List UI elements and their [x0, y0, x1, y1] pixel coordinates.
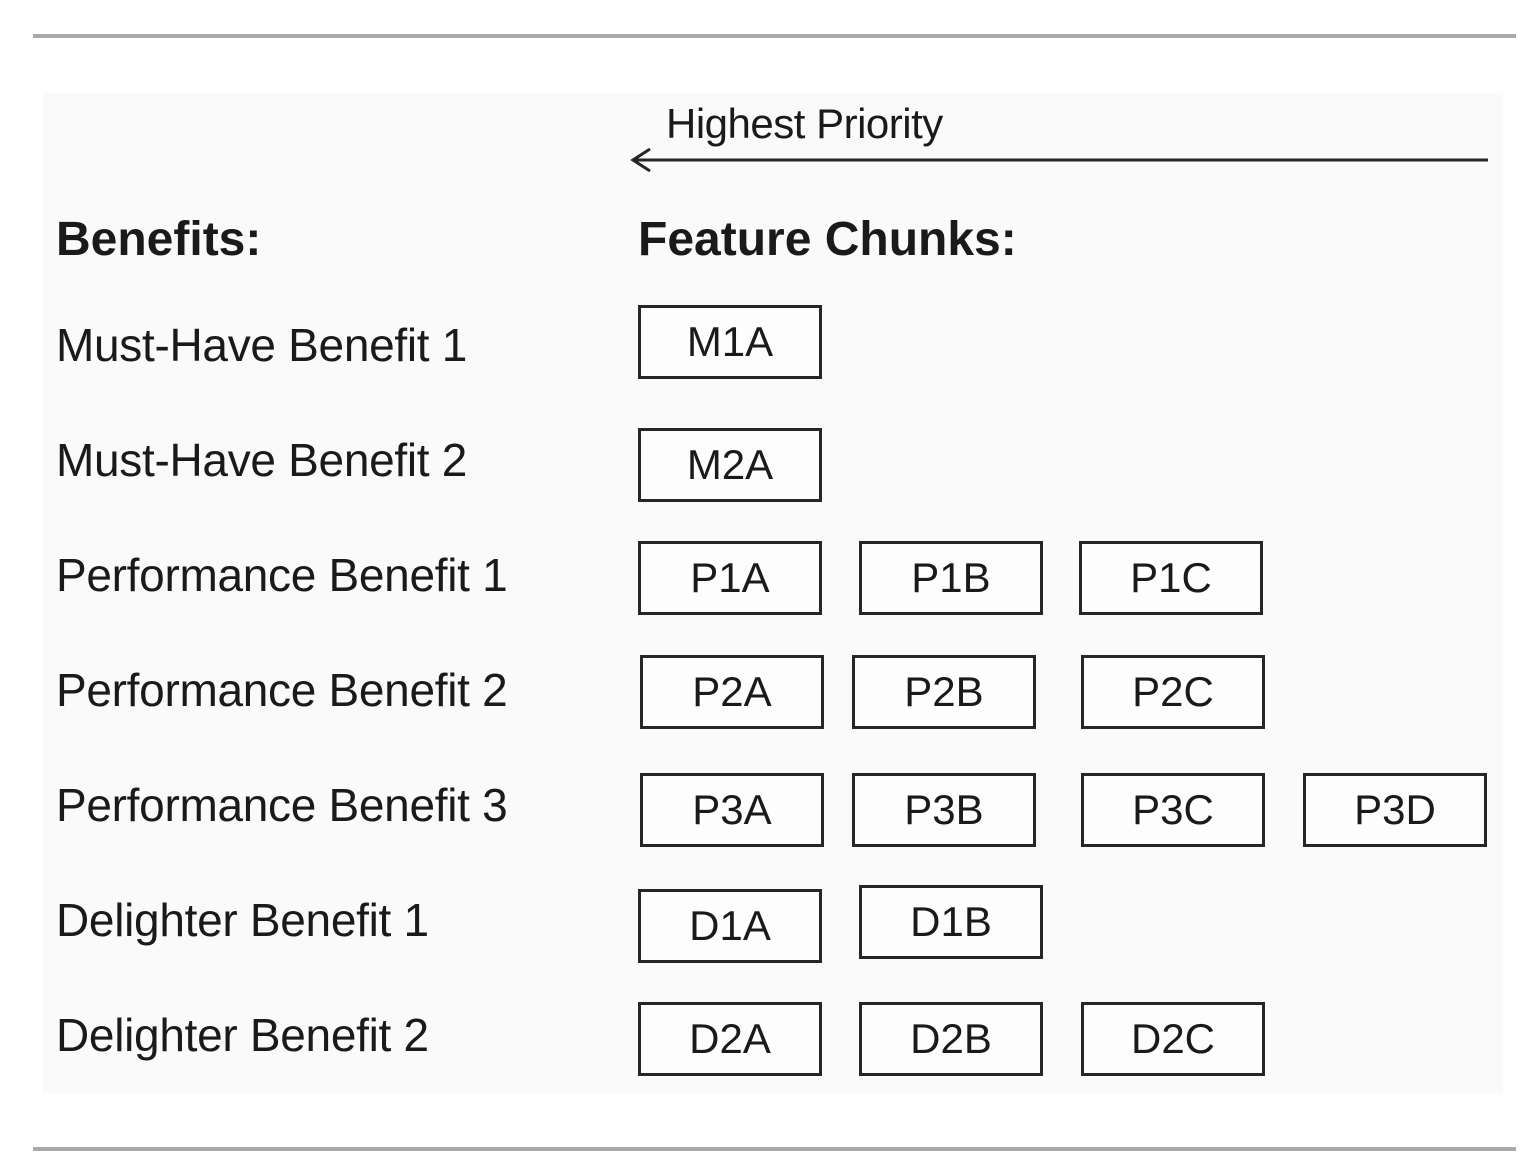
feature-chunk-box: D2C	[1081, 1002, 1265, 1076]
benefit-label-performance-2: Performance Benefit 2	[56, 664, 508, 716]
feature-chunks-heading: Feature Chunks:	[638, 213, 1017, 266]
feature-chunk-box: P2B	[852, 655, 1036, 729]
benefit-label-performance-3: Performance Benefit 3	[56, 779, 508, 831]
benefit-label-delighter-2: Delighter Benefit 2	[56, 1009, 429, 1061]
feature-chunk-box: P3C	[1081, 773, 1265, 847]
priority-label: Highest Priority	[666, 100, 943, 147]
feature-chunk-box: P1A	[638, 541, 822, 615]
benefits-heading: Benefits:	[56, 213, 262, 266]
feature-chunk-box: P1B	[859, 541, 1043, 615]
feature-chunk-box: M1A	[638, 305, 822, 379]
bottom-divider	[33, 1147, 1516, 1151]
feature-chunk-box: P2C	[1081, 655, 1265, 729]
benefit-label-must-have-2: Must-Have Benefit 2	[56, 434, 468, 486]
priority-arrow-icon	[630, 147, 1488, 173]
feature-chunk-box: D2B	[859, 1002, 1043, 1076]
feature-chunk-box: D1B	[859, 885, 1043, 959]
feature-chunk-box: P3A	[640, 773, 824, 847]
benefit-label-delighter-1: Delighter Benefit 1	[56, 894, 429, 946]
feature-chunk-box: M2A	[638, 428, 822, 502]
feature-chunk-box: P3D	[1303, 773, 1487, 847]
benefit-label-performance-1: Performance Benefit 1	[56, 549, 508, 601]
benefit-label-must-have-1: Must-Have Benefit 1	[56, 319, 468, 371]
feature-chunk-box: D1A	[638, 889, 822, 963]
feature-chunk-box: P2A	[640, 655, 824, 729]
feature-chunk-box: P1C	[1079, 541, 1263, 615]
top-divider	[33, 34, 1516, 38]
feature-chunk-box: D2A	[638, 1002, 822, 1076]
feature-chunk-box: P3B	[852, 773, 1036, 847]
